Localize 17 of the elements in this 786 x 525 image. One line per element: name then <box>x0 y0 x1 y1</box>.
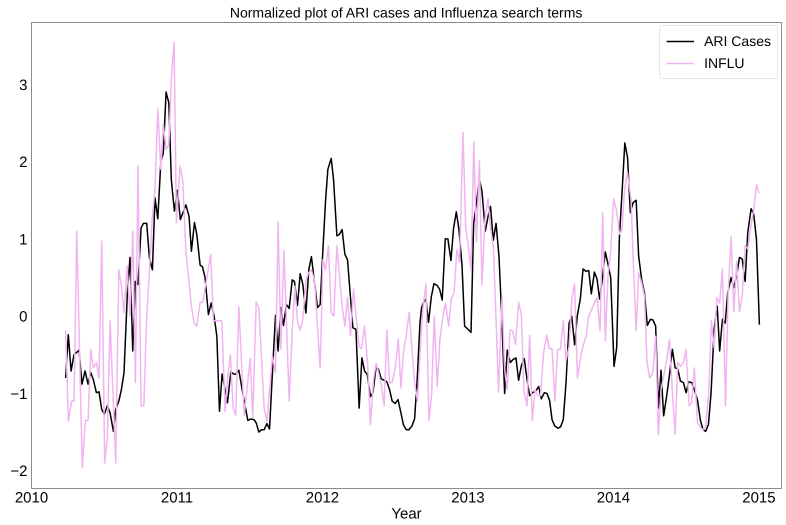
y-tick-label: 1 <box>19 231 28 248</box>
y-tick-label: −1 <box>10 386 28 403</box>
y-tick-label: 3 <box>19 76 28 94</box>
x-tick-label: 2010 <box>14 490 48 506</box>
x-tick-label: 2011 <box>160 490 194 506</box>
x-tick-label: 2013 <box>451 490 485 506</box>
x-tick-label: 2012 <box>306 490 340 506</box>
y-tick-label: 2 <box>19 154 28 172</box>
chart-title: Normalized plot of ARI cases and Influenza search terms <box>230 4 582 20</box>
y-tick-label: −2 <box>10 463 28 480</box>
x-tick-label: 2014 <box>596 490 630 506</box>
legend-label: ARI Cases <box>704 33 771 49</box>
legend-label: INFLU <box>704 55 745 71</box>
line-series <box>64 91 760 433</box>
x-tick-label: 2015 <box>742 490 776 506</box>
x-axis-title: Year <box>391 506 422 522</box>
y-tick-label: 0 <box>19 308 28 326</box>
